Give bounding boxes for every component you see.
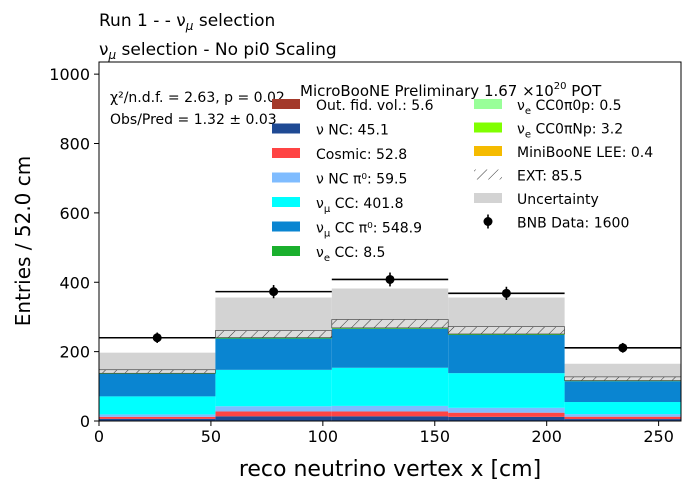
bar-hatch-1 <box>215 331 331 338</box>
uncertainty-bin-1 <box>215 298 331 331</box>
legend-label: νμ CC: 401.8 <box>316 196 404 215</box>
legend-swatch-hatch <box>474 170 502 180</box>
legend-swatch <box>474 123 502 133</box>
legend-label: νe CC0π0p: 0.5 <box>517 98 622 117</box>
bar-hatch-3 <box>448 327 564 334</box>
bar-5-bin-3 <box>448 335 564 373</box>
bar-4-bin-4 <box>565 402 681 414</box>
bar-4-bin-1 <box>215 370 331 406</box>
legend-swatch <box>272 99 300 109</box>
legend-swatch <box>272 148 300 158</box>
bar-4-bin-2 <box>332 368 448 406</box>
y-axis-label: Entries / 52.0 cm <box>11 156 35 326</box>
stats-obs-pred: Obs/Pred = 1.32 ± 0.03 <box>110 112 277 128</box>
bar-2-bin-1 <box>215 411 331 416</box>
legend-label: Uncertainty <box>517 192 599 208</box>
data-point-1 <box>269 287 278 296</box>
bar-6-bin-2 <box>332 328 448 329</box>
y-tick-label: 800 <box>59 135 90 154</box>
data-point-3 <box>502 289 511 298</box>
legend-swatch <box>474 99 502 109</box>
x-axis-ticks: 0 50 100 150 200 250 <box>94 421 674 446</box>
legend-swatch <box>272 173 300 183</box>
data-point-2 <box>386 275 395 284</box>
bar-5-bin-0 <box>99 374 215 397</box>
y-tick-label: 200 <box>59 343 90 362</box>
bar-2-bin-0 <box>99 417 215 419</box>
bar-2-bin-3 <box>448 413 564 417</box>
uncertainty-bin-2 <box>332 288 448 319</box>
bar-1-bin-1 <box>215 416 331 420</box>
y-tick-label: 400 <box>59 273 90 292</box>
legend-label: MiniBooNE LEE: 0.4 <box>517 145 653 161</box>
x-tick-label: 250 <box>643 427 674 446</box>
legend-label: νμ CC π⁰: 548.9 <box>316 221 422 240</box>
legend-swatch <box>474 193 502 203</box>
bar-5-bin-4 <box>565 381 681 402</box>
bar-3-bin-1 <box>215 406 331 411</box>
legend-point <box>484 217 493 226</box>
bar-4-bin-3 <box>448 373 564 408</box>
uncertainty-bin-0 <box>99 353 215 370</box>
bar-4-bin-0 <box>99 396 215 414</box>
chart-title-line2: νμ selection - No pi0 Scaling <box>99 40 337 62</box>
uncertainty-bin-3 <box>448 298 564 327</box>
bar-3-bin-3 <box>448 408 564 413</box>
x-tick-label: 200 <box>531 427 562 446</box>
legend-swatch <box>272 197 300 207</box>
data-point-0 <box>153 333 162 342</box>
bar-3-bin-0 <box>99 414 215 416</box>
legend: Out. fid. vol.: 5.6 ν NC: 45.1 Cosmic: 52.… <box>272 98 653 264</box>
legend-swatch <box>272 222 300 232</box>
bar-6-bin-3 <box>448 334 564 335</box>
bar-1-bin-3 <box>448 417 564 421</box>
data-point-4 <box>618 343 627 352</box>
legend-label: νe CC: 8.5 <box>316 245 385 264</box>
legend-swatch <box>474 146 502 156</box>
stats-chi2: χ²/n.d.f. = 2.63, p = 0.02 <box>110 90 285 106</box>
y-tick-label: 600 <box>59 204 90 223</box>
bar-hatch-2 <box>332 320 448 328</box>
uncertainty-bin-4 <box>565 364 681 377</box>
legend-swatch <box>272 246 300 256</box>
bar-6-bin-1 <box>215 338 331 339</box>
legend-swatch <box>272 124 300 134</box>
x-tick-label: 50 <box>201 427 221 446</box>
legend-label: ν NC: 45.1 <box>316 123 389 139</box>
x-tick-label: 0 <box>94 427 104 446</box>
y-axis-ticks: 0 200 400 600 800 1000 <box>49 65 99 431</box>
legend-label: EXT: 85.5 <box>517 169 583 185</box>
bar-1-bin-2 <box>332 416 448 420</box>
bar-3-bin-4 <box>565 414 681 417</box>
x-tick-label: 150 <box>419 427 450 446</box>
legend-label: ν NC π⁰: 59.5 <box>316 172 407 188</box>
x-tick-label: 100 <box>308 427 339 446</box>
chart-title-line1: Run 1 - - νμ selection <box>99 11 275 33</box>
legend-label: BNB Data: 1600 <box>517 216 629 232</box>
bar-2-bin-4 <box>565 417 681 419</box>
legend-label: Cosmic: 52.8 <box>316 147 407 163</box>
x-axis-label: reco neutrino vertex x [cm] <box>239 457 541 482</box>
bar-5-bin-2 <box>332 329 448 368</box>
bar-5-bin-1 <box>215 339 331 370</box>
bar-hatch-4 <box>565 377 681 381</box>
bar-hatch-0 <box>99 370 215 373</box>
legend-label: Out. fid. vol.: 5.6 <box>316 98 434 114</box>
bar-3-bin-2 <box>332 406 448 412</box>
y-tick-label: 1000 <box>49 65 90 84</box>
bar-1-bin-0 <box>99 419 215 421</box>
y-tick-label: 0 <box>80 412 90 431</box>
legend-label: νe CC0πNp: 3.2 <box>517 122 623 141</box>
bar-2-bin-2 <box>332 411 448 416</box>
